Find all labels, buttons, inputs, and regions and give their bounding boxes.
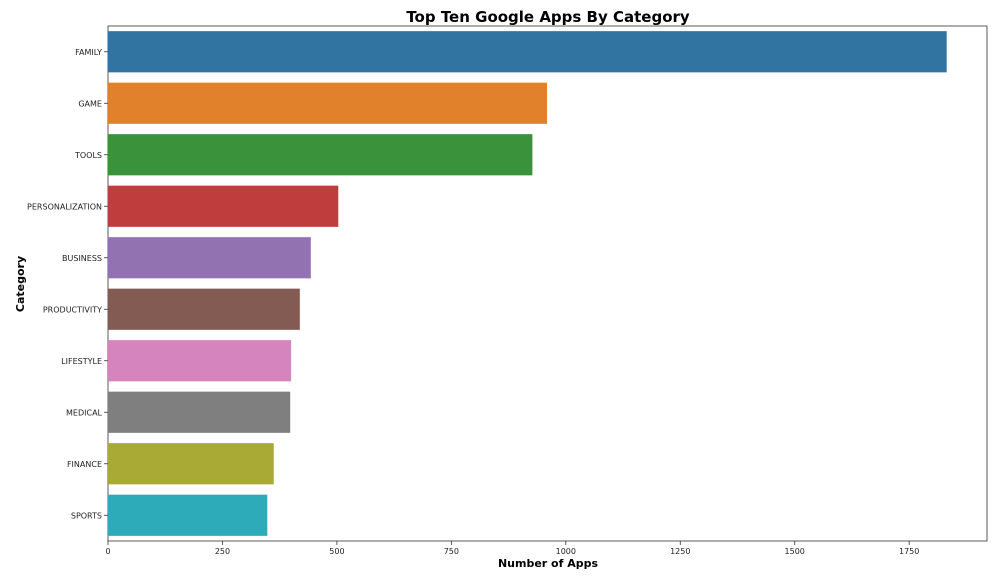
y-tick-label: PRODUCTIVITY — [43, 305, 102, 314]
x-tick-label: 1500 — [785, 547, 805, 556]
bar-lifestyle — [108, 340, 292, 382]
x-tick-label: 1250 — [670, 547, 690, 556]
x-tick-label: 0 — [105, 547, 110, 556]
y-tick-label: SPORTS — [71, 511, 102, 520]
y-axis: FAMILY GAME TOOLS PERSONALIZATION BUSINESS PR… — [27, 48, 108, 520]
y-tick-label: FINANCE — [67, 460, 102, 469]
bar-tools — [108, 134, 533, 176]
x-axis-label: Number of Apps — [498, 557, 599, 570]
bar-finance — [108, 443, 274, 485]
y-tick-label: LIFESTYLE — [61, 357, 102, 366]
y-tick-label: PERSONALIZATION — [27, 202, 102, 211]
plot-frame — [107, 25, 988, 542]
bar-medical — [108, 391, 291, 433]
x-tick-label: 500 — [329, 547, 344, 556]
y-tick-label: MEDICAL — [66, 408, 103, 417]
bar-business — [108, 237, 311, 279]
x-axis: 0 250 500 750 1000 1250 1500 1750 — [105, 541, 919, 556]
y-tick-label: GAME — [78, 99, 102, 108]
x-tick-label: 1750 — [899, 547, 919, 556]
bar-sports — [108, 494, 268, 536]
bar-personalization — [108, 185, 339, 227]
bar-family — [108, 31, 947, 73]
y-tick-label: BUSINESS — [62, 254, 102, 263]
x-tick-label: 1000 — [556, 547, 576, 556]
bar-game — [108, 82, 548, 124]
x-tick-label: 750 — [444, 547, 459, 556]
y-axis-label: Category — [14, 256, 27, 312]
bars-group — [108, 31, 947, 536]
chart-title: Top Ten Google Apps By Category — [406, 8, 690, 26]
y-tick-label: FAMILY — [75, 48, 102, 57]
y-tick-label: TOOLS — [74, 151, 102, 160]
bar-productivity — [108, 288, 300, 330]
x-tick-label: 250 — [215, 547, 230, 556]
